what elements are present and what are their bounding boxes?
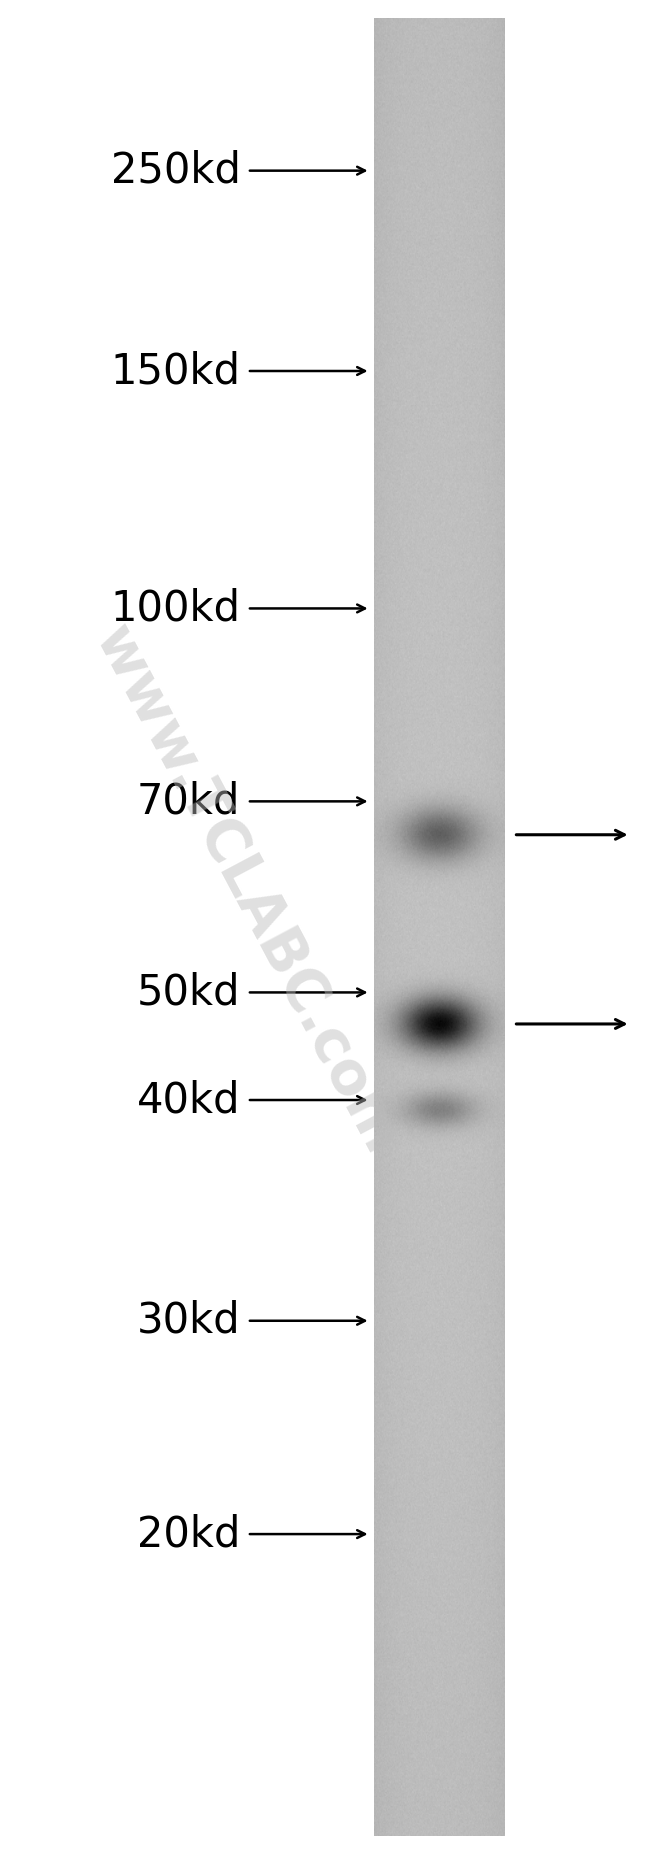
- Text: 70kd: 70kd: [137, 781, 240, 822]
- Text: 50kd: 50kd: [137, 972, 240, 1013]
- Text: 150kd: 150kd: [111, 351, 240, 391]
- Text: 20kd: 20kd: [137, 1514, 240, 1554]
- Text: 100kd: 100kd: [111, 588, 240, 629]
- Text: 40kd: 40kd: [137, 1080, 240, 1120]
- Text: 30kd: 30kd: [137, 1300, 240, 1341]
- Text: www.TCLABC.com: www.TCLABC.com: [83, 616, 411, 1165]
- Text: 250kd: 250kd: [111, 150, 240, 191]
